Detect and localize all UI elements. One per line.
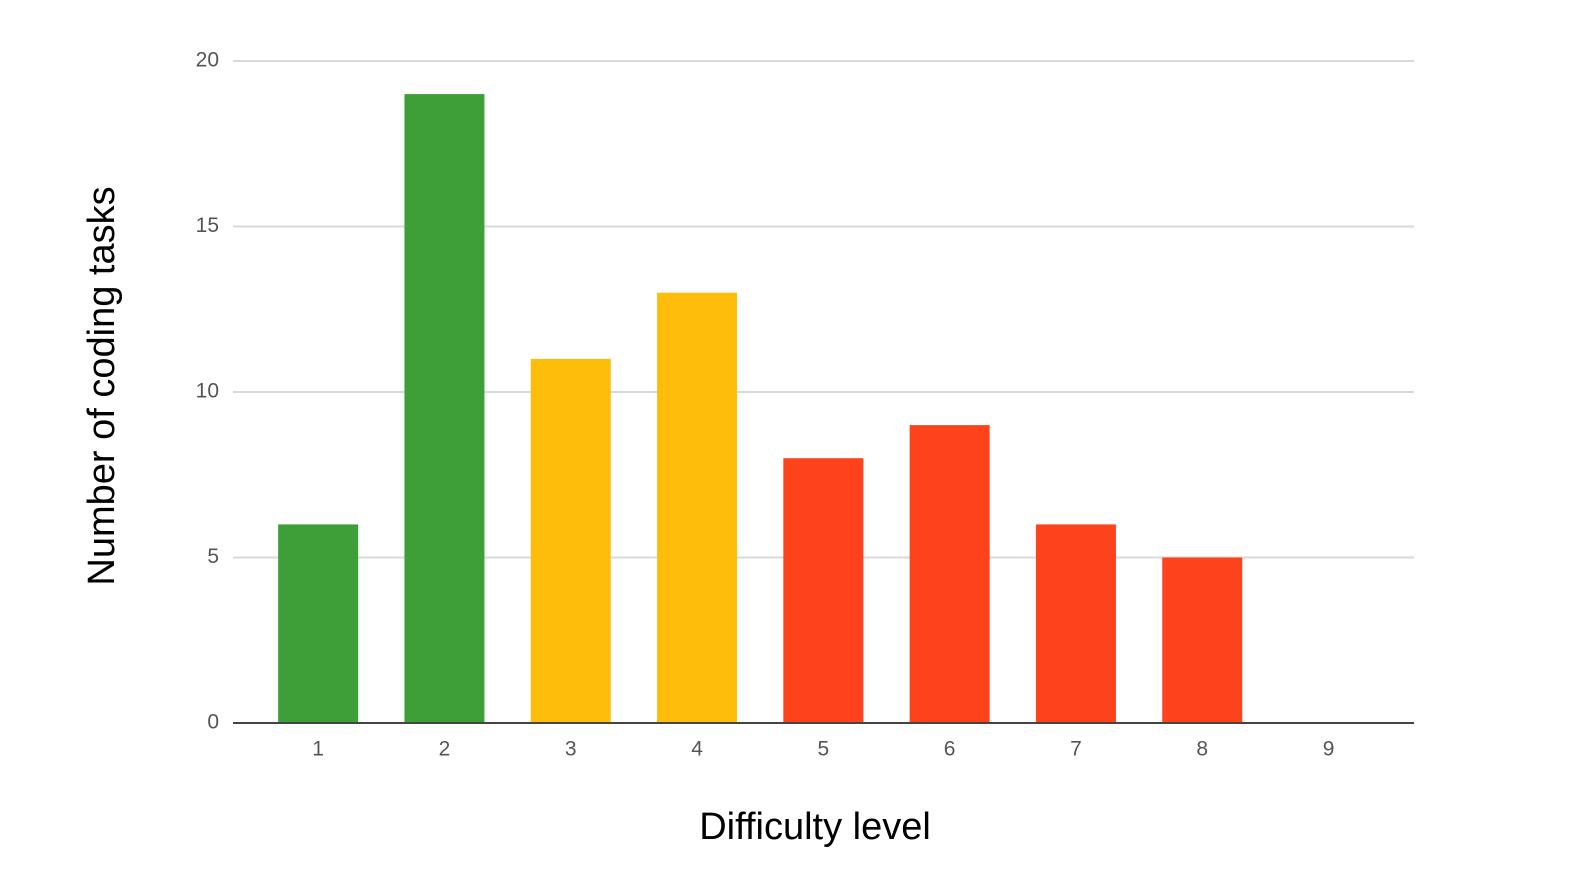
bar xyxy=(1035,524,1116,723)
x-tick-label: 3 xyxy=(565,738,577,761)
x-axis-title: Difficulty level xyxy=(699,806,931,848)
y-tick-label: 0 xyxy=(207,711,219,734)
x-tick-label: 5 xyxy=(818,738,830,761)
x-tick-label: 1 xyxy=(312,738,324,761)
x-tick-label: 8 xyxy=(1196,738,1208,761)
y-tick-label: 20 xyxy=(196,49,219,72)
x-tick-label: 6 xyxy=(944,738,956,761)
y-tick-label: 10 xyxy=(196,380,219,403)
y-tick-label: 5 xyxy=(207,545,219,568)
x-tick-label: 7 xyxy=(1070,738,1082,761)
bar xyxy=(404,94,485,724)
bar xyxy=(657,292,738,723)
x-tick-label: 2 xyxy=(439,738,451,761)
bar xyxy=(909,425,990,723)
x-tick-label: 4 xyxy=(691,738,703,761)
y-axis-title: Number of coding tasks xyxy=(81,186,123,585)
bar xyxy=(530,358,611,723)
bar xyxy=(1162,557,1243,723)
x-tick-label: 9 xyxy=(1323,738,1335,761)
y-tick-label: 15 xyxy=(196,214,219,237)
bar xyxy=(783,458,864,723)
bar xyxy=(278,524,359,723)
